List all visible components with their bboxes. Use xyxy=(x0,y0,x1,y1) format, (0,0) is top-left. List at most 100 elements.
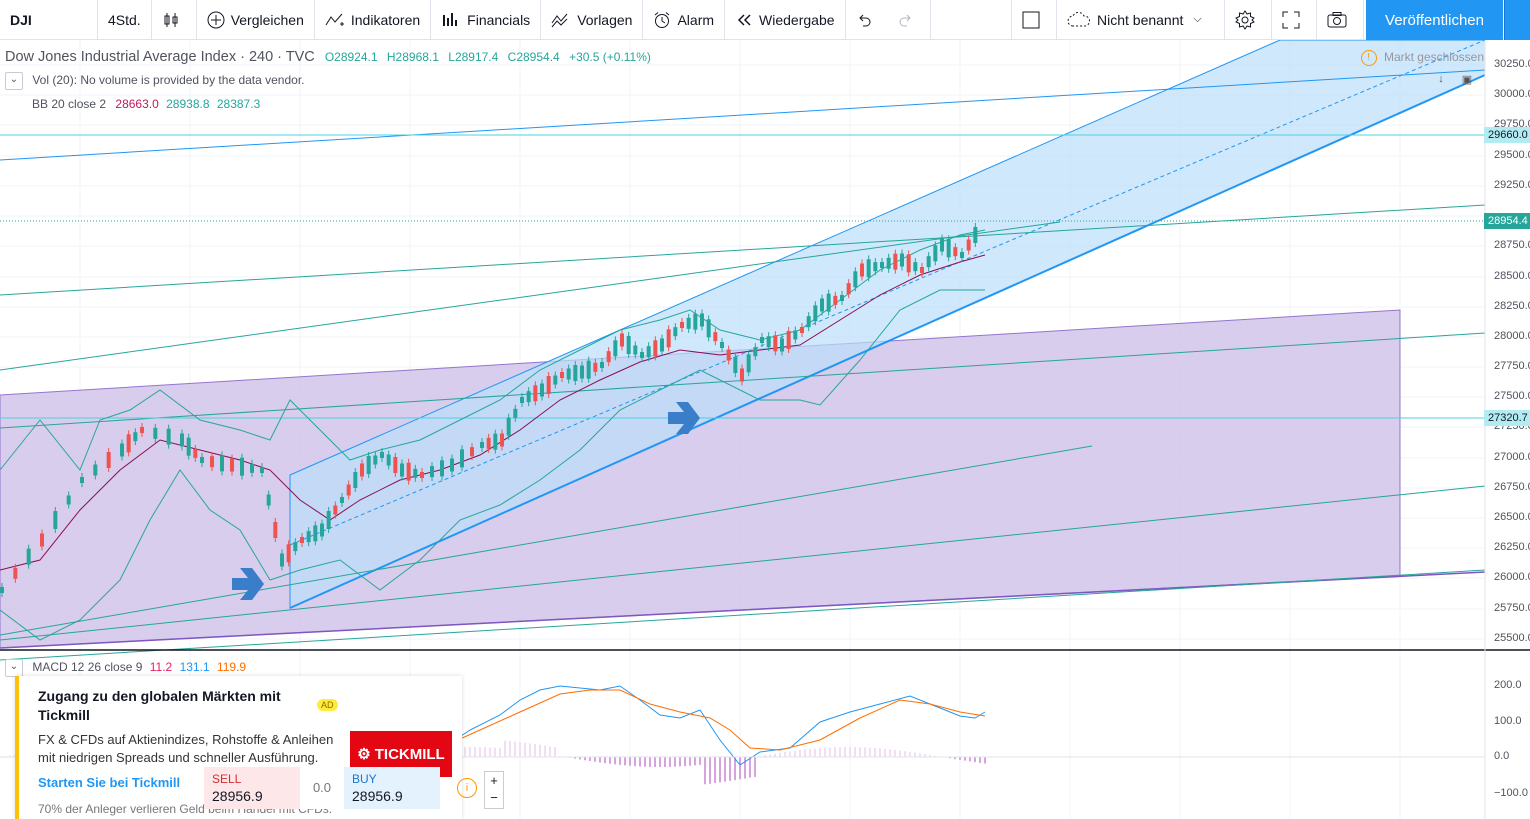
candle-body xyxy=(500,433,504,447)
buy-button[interactable]: BUY 28956.9 xyxy=(344,767,440,809)
price-axis-label: 29500.0 xyxy=(1494,149,1530,161)
candle-body xyxy=(200,457,204,463)
bb-basis: 28663.0 xyxy=(115,97,159,111)
financials-button[interactable]: Financials xyxy=(431,0,542,40)
macd-label: MACD 12 26 close 9 xyxy=(32,660,143,675)
layout-name-button[interactable]: Nicht benannt ⌵ xyxy=(1057,0,1225,40)
redo-button[interactable] xyxy=(888,0,931,40)
candle-body xyxy=(860,263,864,277)
candle-body xyxy=(133,432,138,442)
price-axis-label: 29250.0 xyxy=(1494,179,1530,191)
candle-body xyxy=(673,327,678,337)
candle-body xyxy=(760,337,764,343)
indicators-label: Indikatoren xyxy=(350,11,421,28)
alert-button[interactable]: Alarm xyxy=(643,0,726,40)
candle-body xyxy=(513,408,518,418)
collapse-legend-button[interactable]: ⌄ xyxy=(5,72,23,90)
ad-text: FX & CFDs auf Aktienindizes, Rohstoffe &… xyxy=(38,732,334,765)
candle-body xyxy=(746,354,751,373)
price-chart[interactable] xyxy=(0,40,1530,819)
fullscreen-button[interactable] xyxy=(1272,0,1317,40)
compare-button[interactable]: Vergleichen xyxy=(197,0,315,40)
symbol-search[interactable]: DJI xyxy=(0,0,98,40)
price-axis-label: 26500.0 xyxy=(1494,511,1530,523)
maximize-pane-icon[interactable]: ▣ xyxy=(1461,74,1473,86)
candle-body xyxy=(593,362,598,372)
volume-legend[interactable]: ⌄ Vol (20): No volume is provided by the… xyxy=(5,72,305,90)
candle-body xyxy=(486,437,491,449)
compare-label: Vergleichen xyxy=(230,11,304,28)
price-axis-label: 26750.0 xyxy=(1494,481,1530,493)
undo-button[interactable] xyxy=(846,0,888,40)
layout-name: Nicht benannt xyxy=(1097,11,1184,28)
candle-body xyxy=(773,335,778,352)
quantity-stepper[interactable]: + − xyxy=(484,771,504,809)
interval-button[interactable]: 4Std. xyxy=(98,0,152,40)
price-axis-label: 28250.0 xyxy=(1494,300,1530,312)
ad-link[interactable]: Starten Sie bei Tickmill xyxy=(38,775,181,790)
candles xyxy=(0,223,978,597)
replay-button[interactable]: Wiedergabe xyxy=(725,0,846,40)
ohlc-change: +30.5 (+0.11%) xyxy=(569,50,651,64)
price-tag[interactable]: 29660.0 xyxy=(1484,127,1530,143)
indicators-button[interactable]: Indikatoren xyxy=(315,0,432,40)
macd-hist-value: 11.2 xyxy=(149,660,173,675)
trade-info-icon[interactable]: i xyxy=(457,778,477,798)
symbol-title: Dow Jones Industrial Average Index · 240… xyxy=(5,49,315,65)
macd-signal xyxy=(439,689,986,751)
fullscreen-select-button[interactable] xyxy=(1011,0,1057,40)
ohlc-low: L28917.4 xyxy=(448,50,499,64)
candle-body xyxy=(280,553,284,567)
price-tag[interactable]: 27320.7 xyxy=(1484,410,1530,426)
tickmill-logo-text: TICKMILL xyxy=(374,745,445,763)
candle-body xyxy=(653,340,658,357)
macd-axis-label: 100.0 xyxy=(1494,715,1522,727)
candle-body xyxy=(430,466,434,478)
channel-lower-line[interactable] xyxy=(289,74,1486,609)
decrease-icon[interactable]: − xyxy=(490,790,498,805)
market-status[interactable]: ! Markt geschlossen xyxy=(1360,50,1484,66)
candle-body xyxy=(460,449,464,468)
candle-body xyxy=(450,458,454,472)
increase-icon[interactable]: + xyxy=(490,773,498,788)
candle-body xyxy=(420,472,424,478)
candle-body xyxy=(586,360,591,379)
screenshot-button[interactable] xyxy=(1317,0,1364,40)
candle-body xyxy=(13,567,18,579)
tickmill-logo-icon: ⚙ xyxy=(357,746,371,763)
candle-body xyxy=(413,468,418,478)
scroll-down-icon[interactable]: ↓ xyxy=(1438,73,1444,85)
bollinger-legend[interactable]: BB 20 close 2 28663.0 28938.8 28387.3 xyxy=(32,97,260,111)
publish-button[interactable]: Veröffentlichen xyxy=(1366,0,1503,40)
chart-type-button[interactable] xyxy=(152,0,197,40)
candle-body xyxy=(230,458,234,472)
square-icon xyxy=(1022,11,1040,28)
arrow-marker-right[interactable] xyxy=(668,402,700,434)
trend-lines[interactable] xyxy=(0,69,1486,661)
redo-icon xyxy=(899,14,911,26)
financials-icon xyxy=(443,12,458,26)
settings-button[interactable] xyxy=(1225,0,1272,40)
macd-signal-value: 119.9 xyxy=(216,660,247,675)
candle-body xyxy=(813,305,818,322)
sell-button[interactable]: SELL 28956.9 xyxy=(204,767,300,809)
candle-body xyxy=(346,484,351,496)
macd-axis-label: −100.0 xyxy=(1494,787,1528,799)
candle-body xyxy=(866,259,871,278)
candle-body xyxy=(153,427,158,439)
candle-body xyxy=(286,544,291,563)
candle-body xyxy=(400,463,404,477)
price-tag[interactable]: 28954.4 xyxy=(1484,213,1530,229)
publish-menu-button[interactable] xyxy=(1504,0,1530,40)
symbol-legend[interactable]: Dow Jones Industrial Average Index · 240… xyxy=(5,49,651,65)
alert-label: Alarm xyxy=(677,11,715,28)
candle-body xyxy=(693,313,698,330)
channel-mid-line[interactable] xyxy=(289,40,1486,546)
price-axis-label: 27750.0 xyxy=(1494,360,1530,372)
candle-body xyxy=(713,332,718,342)
arrow-marker-left[interactable] xyxy=(232,568,264,600)
templates-button[interactable]: Vorlagen xyxy=(541,0,644,40)
macd-legend[interactable]: ⌄ MACD 12 26 close 9 11.2 131.1 119.9 xyxy=(5,659,246,677)
collapse-macd-button[interactable]: ⌄ xyxy=(5,659,23,677)
price-axis-label: 28000.0 xyxy=(1494,330,1530,342)
